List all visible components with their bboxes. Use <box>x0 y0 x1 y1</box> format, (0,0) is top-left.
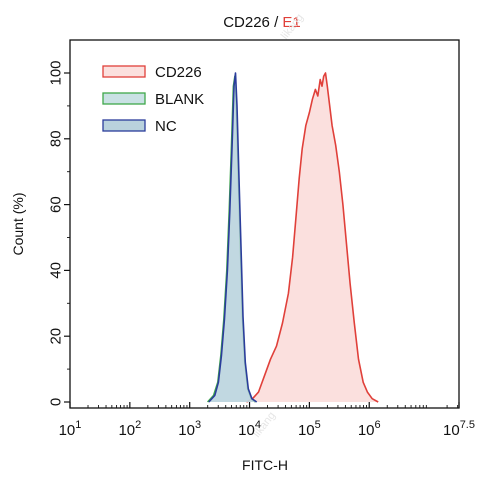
legend-label-cd226: CD226 <box>155 64 202 81</box>
x-tick-label-1: 102 <box>118 419 141 439</box>
series-nc-line <box>208 72 258 403</box>
legend-swatch-nc <box>102 119 146 132</box>
x-tick-label-3: 104 <box>238 419 261 439</box>
y-tick-label-4: 80 <box>48 130 65 147</box>
title-separator: / <box>270 14 283 31</box>
x-tick-label-5: 106 <box>358 419 381 439</box>
series-cd226-line <box>246 72 379 403</box>
legend-swatch-cd226 <box>102 65 146 78</box>
x-axis: 101 102 103 104 105 106 107.5 <box>59 402 475 439</box>
x-tick-label-6: 107.5 <box>443 419 475 439</box>
x-tick-label-4: 105 <box>298 419 321 439</box>
y-axis: 0 20 40 60 80 100 <box>48 60 70 406</box>
y-tick-label-2: 40 <box>48 262 65 279</box>
title-clone: E1 <box>282 14 300 31</box>
series-cd226-area <box>246 73 379 402</box>
legend-swatch-blank <box>102 92 146 105</box>
y-axis-label: Count (%) <box>10 192 26 255</box>
plot-frame <box>69 39 460 409</box>
x-axis-label: FITC-H <box>242 457 288 473</box>
x-tick-label-2: 103 <box>178 419 201 439</box>
legend: CD226 BLANK NC <box>102 64 204 135</box>
legend-label-nc: NC <box>155 118 177 135</box>
series-nc-area <box>208 73 257 402</box>
series-layer <box>207 72 379 403</box>
y-tick-label-1: 20 <box>48 328 65 345</box>
title-marker: CD226 <box>223 14 270 31</box>
y-tick-label-3: 60 <box>48 196 65 213</box>
x-tick-label-0: 101 <box>59 419 82 439</box>
legend-label-blank: BLANK <box>155 91 204 108</box>
y-tick-label-5: 100 <box>48 60 65 85</box>
y-tick-label-0: 0 <box>48 398 65 406</box>
chart-title: CD226 / E1 <box>223 14 301 31</box>
